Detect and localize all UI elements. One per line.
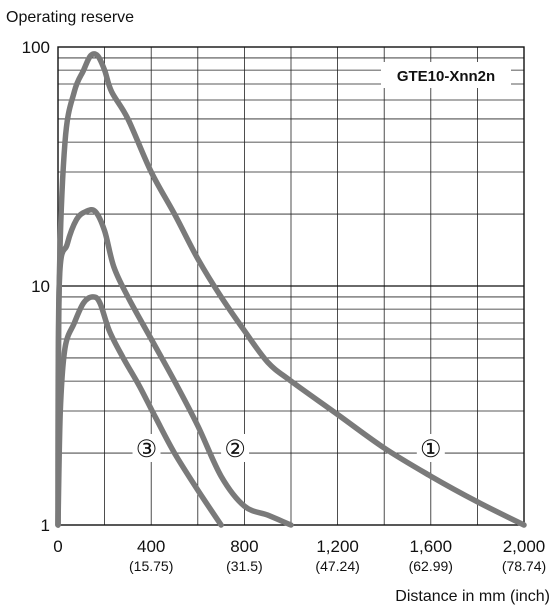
y-axis-label: Operating reserve [6,9,134,26]
y-tick-label: 100 [22,38,50,57]
series-line-1 [55,51,527,528]
x-tick-sublabel: (31.5) [226,558,263,574]
series-label-bg [221,433,250,462]
x-tick-label: 1,200 [316,537,359,556]
legend-box: GTE10-Xnn2n [381,62,511,88]
series-label-bg [416,433,445,462]
x-tick-label: 2,000 [503,537,546,556]
x-tick-sublabel: (62.99) [409,558,453,574]
y-tick-label: 1 [41,516,50,535]
series-line-3 [55,294,224,528]
series-label-bg [132,433,161,462]
series-line-2 [55,207,294,528]
legend-box-label: GTE10-Xnn2n [397,68,495,85]
series-group: ① ② ③ [55,51,527,528]
axis-ticks: 1 10 100 0 400 (15.75) 800 (31.5) 1,200 (47.24) 1,… [22,38,547,574]
x-tick-label: 0 [53,537,62,556]
x-tick-sublabel: (78.74) [502,558,546,574]
x-tick-label: 400 [137,537,165,556]
x-tick-label: 800 [230,537,258,556]
series-label-1: ① [420,436,442,463]
series-label-3: ③ [136,436,158,463]
x-tick-sublabel: (15.75) [129,558,173,574]
x-axis-label: Distance in mm (inch) [395,588,550,605]
y-tick-label: 10 [31,277,50,296]
series-label-2: ② [224,436,246,463]
x-tick-label: 1,600 [410,537,453,556]
x-tick-sublabel: (47.24) [315,558,359,574]
